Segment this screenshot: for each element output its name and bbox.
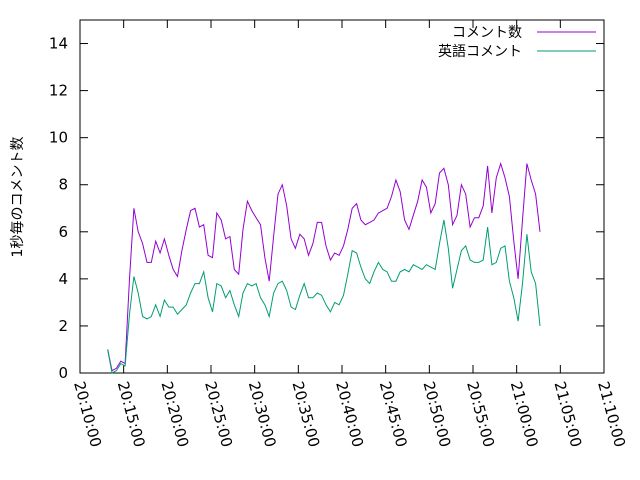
series-group [107,161,541,374]
y-tick-label: 0 [58,364,68,382]
x-tick-label: 20:40:00 [332,379,367,449]
y-tick-label: 4 [58,270,68,288]
x-tick-label: 20:30:00 [245,379,280,449]
plot-frame [79,19,605,374]
x-tick-label: 20:45:00 [376,379,411,449]
x-tick-label: 20:55:00 [463,379,498,449]
y-axis-ticks: 0 2 4 6 8 10 12 14 [49,35,604,382]
x-tick-label: 20:50:00 [419,379,454,449]
series-line-0 [107,161,541,372]
x-tick-label: 20:15:00 [114,379,149,449]
y-tick-label: 6 [58,223,68,241]
x-tick-label: 21:10:00 [594,379,629,449]
y-tick-label: 14 [49,35,68,53]
series-line-1 [107,219,541,374]
x-axis-ticks: 20:10:00 20:15:00 20:20:00 20:25:00 20:30:00… [70,20,629,449]
x-tick-label: 21:05:00 [550,379,585,449]
x-tick-label: 20:10:00 [70,379,105,449]
x-tick-label: 20:35:00 [288,379,323,449]
legend-label-0: コメント数 [452,25,522,41]
x-tick-label: 20:25:00 [201,379,236,449]
x-tick-label: 21:00:00 [507,379,542,449]
y-tick-label: 10 [49,129,68,147]
legend-label-1: 英語コメント [438,43,522,60]
y-tick-label: 8 [58,176,68,194]
y-tick-label: 12 [49,82,68,100]
x-tick-label: 20:20:00 [157,379,192,449]
y-tick-label: 2 [58,317,68,335]
y-axis-label: 1秒毎のコメント数 [10,137,26,258]
